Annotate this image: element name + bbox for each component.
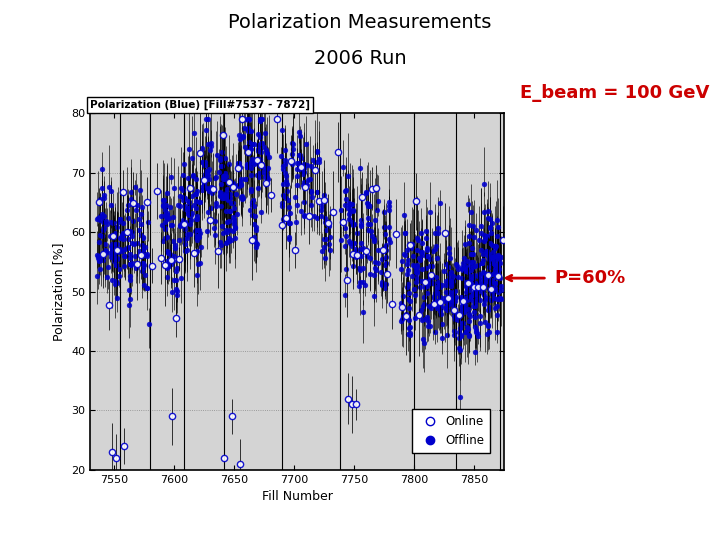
Text: E_beam = 100 GeV: E_beam = 100 GeV bbox=[520, 84, 709, 102]
Y-axis label: Polarization [%]: Polarization [%] bbox=[53, 242, 66, 341]
Text: Polarization Measurements: Polarization Measurements bbox=[228, 14, 492, 32]
Text: 2006 Run: 2006 Run bbox=[314, 49, 406, 68]
X-axis label: Fill Number: Fill Number bbox=[261, 490, 333, 503]
Text: Polarization (Blue) [Fill#7537 - 7872]: Polarization (Blue) [Fill#7537 - 7872] bbox=[90, 100, 310, 110]
Text: P=60%: P=60% bbox=[554, 269, 626, 287]
Legend: Online, Offline: Online, Offline bbox=[412, 409, 490, 453]
